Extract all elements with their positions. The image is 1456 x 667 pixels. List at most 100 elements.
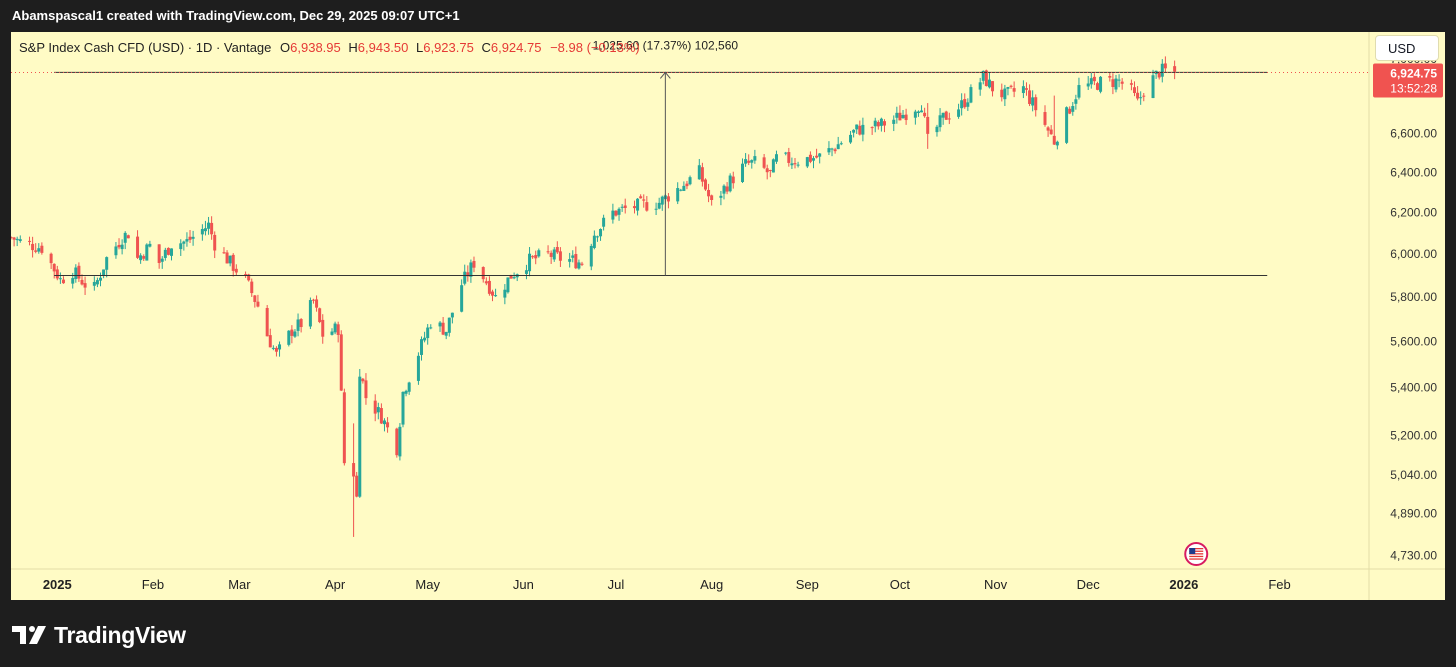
y-tick-label: 6,600.00 <box>1390 126 1437 140</box>
candle-body <box>444 331 448 336</box>
candle-body <box>163 249 167 258</box>
candle-body <box>1114 78 1118 90</box>
x-tick-label: 2026 <box>1169 577 1198 592</box>
candle-body <box>741 163 745 183</box>
price-chart[interactable]: 4,730.00 4,890.00 5,040.00 5,200.00 5,400.00… <box>11 32 1445 600</box>
symbol-description[interactable]: S&P Index Cash CFD (USD) · 1D · Vantage <box>19 40 272 55</box>
candle-body <box>614 210 618 216</box>
candle-body <box>524 270 528 274</box>
candle-body <box>666 196 670 202</box>
candle-body <box>114 246 118 256</box>
candle-body <box>750 160 754 163</box>
candle-body <box>395 428 399 456</box>
candle-body <box>1074 99 1078 104</box>
candle-body <box>1065 107 1069 143</box>
candle-body <box>642 199 646 201</box>
candle-body <box>981 70 985 81</box>
candle-body <box>685 183 689 187</box>
candle-body <box>620 206 624 208</box>
candle-body <box>728 175 732 192</box>
candle-body <box>852 129 856 133</box>
candle-body <box>577 262 581 269</box>
candle-body <box>31 243 35 251</box>
candle-body <box>571 255 575 258</box>
open-label: O <box>280 40 291 55</box>
candle-body <box>898 112 902 121</box>
candle-body <box>379 408 383 424</box>
y-tick-label: 6,200.00 <box>1390 206 1437 220</box>
candle-body <box>423 337 427 341</box>
candle-body <box>796 164 800 166</box>
x-tick-label: Jul <box>608 577 625 592</box>
candle-body <box>271 347 275 349</box>
candle-body <box>793 163 797 165</box>
candle-body <box>49 253 53 264</box>
candle-body <box>120 244 124 250</box>
low-value: 6,923.75 <box>423 40 474 55</box>
candle-body <box>904 114 908 121</box>
candle-body <box>123 232 127 243</box>
candle-body <box>876 122 880 127</box>
candle-body <box>873 120 877 127</box>
candle-body <box>58 278 62 280</box>
candle-body <box>99 277 103 281</box>
chart-pane[interactable]: 4,730.00 4,890.00 5,040.00 5,200.00 5,400.00… <box>11 32 1445 600</box>
candle-body <box>491 291 495 296</box>
candle-body <box>256 301 260 307</box>
x-tick-label: Apr <box>325 577 346 592</box>
x-tick-label: Mar <box>228 577 251 592</box>
candle-body <box>978 82 982 90</box>
candle-body <box>157 244 161 263</box>
candle-body <box>589 245 593 267</box>
candle-body <box>987 79 991 88</box>
close-label: C <box>481 40 491 55</box>
candle-body <box>83 283 87 288</box>
candle-body <box>1129 83 1133 85</box>
candle-body <box>382 420 386 425</box>
candle-body <box>812 158 816 161</box>
candle-body <box>836 144 840 150</box>
candle-body <box>895 112 899 118</box>
candle-body <box>1003 88 1007 100</box>
candle-body <box>1160 63 1164 77</box>
candle-body <box>191 236 195 239</box>
candle-body <box>61 279 65 284</box>
candle-body <box>1151 75 1155 99</box>
candle-body <box>636 198 640 211</box>
candle-body <box>617 208 621 215</box>
candle-body <box>1024 88 1028 90</box>
candle-body <box>1089 78 1093 85</box>
candle-body <box>1031 97 1035 106</box>
candle-body <box>839 143 843 145</box>
candle-body <box>546 251 550 253</box>
currency-button[interactable]: USD <box>1375 35 1439 61</box>
candle-body <box>938 115 942 128</box>
candle-body <box>1009 85 1013 87</box>
candle-body <box>855 124 859 130</box>
candle-body <box>870 127 874 129</box>
candle-body <box>1108 76 1112 78</box>
candle-body <box>719 195 723 198</box>
candle-body <box>145 244 149 261</box>
candle-body <box>1117 79 1121 81</box>
candle-body <box>654 208 658 210</box>
candle-body <box>401 391 405 425</box>
candle-body <box>398 426 402 457</box>
candle-body <box>1163 63 1167 69</box>
candle-body <box>731 176 735 184</box>
candle-body <box>926 116 930 134</box>
x-tick-label: May <box>415 577 440 592</box>
x-tick-label: Sep <box>796 577 819 592</box>
candle-body <box>1133 87 1137 94</box>
candle-body <box>534 255 538 259</box>
x-tick-label: Nov <box>984 577 1008 592</box>
candle-body <box>632 206 636 209</box>
candle-body <box>373 400 377 414</box>
candle-body <box>765 168 769 173</box>
candle-body <box>679 189 683 191</box>
candle-body <box>1068 108 1072 114</box>
candle-body <box>1021 86 1025 94</box>
candle-body <box>753 156 757 161</box>
x-tick-label: Feb <box>1268 577 1290 592</box>
candle-body <box>506 277 510 293</box>
